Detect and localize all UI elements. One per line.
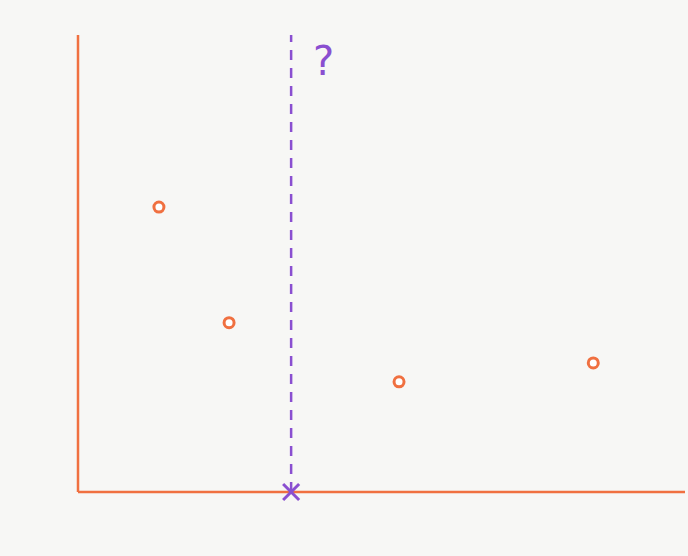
svg-text:?: ? — [313, 38, 334, 84]
